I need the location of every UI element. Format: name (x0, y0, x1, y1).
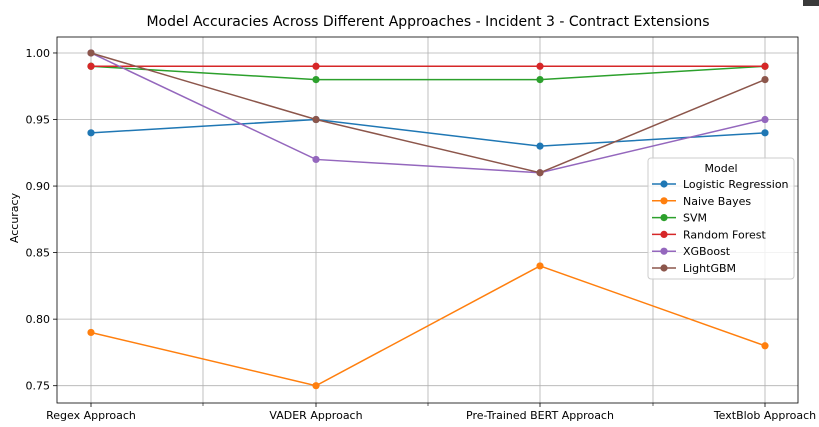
data-point (87, 62, 95, 70)
legend-entry: Naive Bayes (652, 195, 751, 208)
legend-swatch-marker (660, 264, 668, 272)
data-point (87, 49, 95, 57)
data-point (761, 129, 769, 137)
series-naive-bayes (87, 262, 769, 390)
series-lightgbm (87, 49, 769, 177)
legend-label: Logistic Regression (683, 178, 789, 191)
data-point (312, 62, 320, 70)
x-tick-label: Regex Approach (46, 409, 136, 422)
series-line (90, 265, 766, 387)
y-axis-title: Accuracy (8, 192, 21, 243)
y-tick-label: 0.95 (26, 114, 51, 127)
legend-swatch-marker (660, 214, 668, 222)
legend-swatch-marker (660, 230, 668, 238)
data-point (536, 142, 544, 150)
y-tick-label: 0.85 (26, 247, 51, 260)
legend-label: XGBoost (683, 245, 731, 258)
legend-label: LightGBM (683, 262, 736, 275)
data-point (536, 262, 544, 270)
data-point (761, 115, 769, 124)
data-point (761, 75, 769, 84)
legend-entry: SVM (652, 212, 707, 225)
legend-label: Naive Bayes (683, 195, 751, 208)
plot-area-frame (56, 36, 799, 404)
legend-swatch-marker (660, 180, 668, 188)
data-point (761, 62, 769, 70)
y-tick-label: 0.75 (26, 380, 51, 393)
data-point (312, 115, 320, 124)
data-point (87, 129, 95, 137)
legend-entries: Logistic Regression Naive Bayes SVM Random … (652, 178, 789, 275)
legend: Model Logistic Regression Naive Bayes SVM R… (647, 157, 795, 280)
legend-label: Random Forest (683, 228, 766, 241)
data-point (536, 62, 544, 70)
legend-entry: LightGBM (652, 262, 736, 275)
x-tick-label: Pre-Trained BERT Approach (466, 409, 614, 422)
legend-swatch-marker (660, 247, 668, 255)
x-tick-label: TextBlob Approach (713, 409, 816, 422)
chart-title: Model Accuracies Across Different Approa… (146, 14, 709, 30)
series-line (90, 65, 766, 81)
legend-frame (647, 157, 795, 280)
data-point (312, 155, 320, 164)
data-point (312, 382, 320, 390)
series-line (90, 52, 766, 174)
window-corner-mark (803, 0, 819, 6)
data-point (536, 169, 544, 177)
data-point (312, 75, 320, 84)
legend-entry: XGBoost (652, 245, 731, 258)
series-random-forest (87, 62, 769, 70)
series-line (90, 118, 766, 147)
axes: 0.75 0.80 0.85 0.90 0.95 1.00 Regex Approach VA… (26, 47, 817, 422)
y-tick-label: 1.00 (26, 47, 51, 60)
data-point (761, 342, 769, 350)
series-layer (87, 49, 769, 390)
legend-label: SVM (683, 212, 707, 225)
legend-swatch-marker (660, 197, 668, 205)
data-point (87, 328, 95, 337)
legend-entry: Logistic Regression (652, 178, 789, 191)
legend-entry: Random Forest (652, 228, 766, 241)
series-line (90, 52, 766, 174)
y-tick-label: 0.80 (26, 313, 51, 326)
x-tick-label: VADER Approach (269, 409, 362, 422)
data-point (536, 75, 544, 84)
y-tick-label: 0.90 (26, 180, 51, 193)
legend-title: Model (704, 162, 737, 175)
